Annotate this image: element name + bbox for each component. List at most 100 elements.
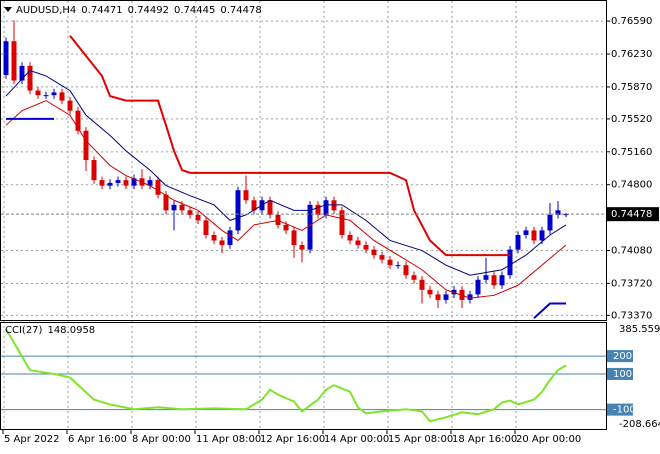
- last-price-label: 0.74478: [611, 209, 652, 220]
- y-tick-label: -100: [613, 405, 636, 416]
- candle-body: [67, 100, 73, 111]
- candle-body: [219, 240, 225, 246]
- candle-body: [531, 230, 537, 241]
- candle-body: [427, 289, 433, 295]
- x-tick-label: 11 Apr 08:00: [196, 434, 261, 445]
- indicator-name: CCI(27): [5, 325, 43, 336]
- labels: 0.76590 0.76230 0.75870 0.75520 0.75160 0.748…: [2, 5, 660, 445]
- candle-body: [539, 230, 545, 241]
- candle-body: [235, 190, 241, 231]
- y-tick-label: 0.76230: [611, 49, 652, 60]
- main-frame: [0, 0, 607, 321]
- candle-body: [107, 182, 113, 186]
- header-field: AUDUSD,H4: [16, 5, 76, 16]
- candle-body: [3, 41, 9, 76]
- candle-body: [171, 204, 177, 211]
- header-field: 0.74471: [81, 5, 122, 16]
- y-tick-label: 0.74800: [611, 180, 652, 191]
- candle-body: [179, 204, 185, 211]
- candle-body: [131, 178, 137, 186]
- candle-body: [443, 294, 449, 300]
- candle-body: [547, 214, 553, 231]
- y-tick-label: 0.76590: [611, 16, 652, 27]
- candle-body: [203, 220, 209, 235]
- candle-body: [347, 234, 353, 241]
- candle-body: [123, 180, 129, 186]
- candle-body: [99, 180, 105, 186]
- candle-body: [299, 245, 305, 250]
- candle-body: [11, 41, 17, 81]
- y-tick-label: 0.75870: [611, 82, 652, 93]
- candle-body: [35, 90, 41, 96]
- candle-body: [419, 279, 425, 290]
- candle-body: [147, 180, 153, 186]
- cci-frame: [0, 322, 607, 430]
- y-tick-label: 0.75520: [611, 114, 652, 125]
- indicator-line: [6, 117, 566, 319]
- level-tag: [607, 367, 633, 380]
- candle-body: [163, 194, 169, 211]
- candle-body: [355, 240, 361, 246]
- last-price-tag: [607, 207, 659, 222]
- header-field: 0.74478: [220, 5, 261, 16]
- candle-body: [83, 130, 89, 161]
- y-tick-label: 0.73720: [611, 278, 652, 289]
- candle-body: [467, 294, 473, 300]
- level-tag: [607, 403, 633, 416]
- candle-body: [267, 200, 273, 215]
- y-tick-label: 200: [613, 351, 632, 362]
- chart-header: AUDUSD,H4 0.74471 0.74492 0.74445 0.74478: [16, 5, 262, 16]
- candle-body: [499, 275, 505, 286]
- candle-body: [515, 234, 521, 250]
- indicator-line: [69, 35, 510, 257]
- candle-body: [371, 249, 377, 256]
- candle-body: [379, 255, 385, 260]
- candle-body: [43, 95, 49, 97]
- candle-body: [211, 234, 217, 241]
- candle-body: [227, 230, 233, 246]
- candle-body: [523, 230, 529, 235]
- header-field: 0.74492: [128, 5, 169, 16]
- x-tick-label: 6 Apr 16:00: [68, 434, 127, 445]
- candle-body: [75, 110, 81, 131]
- x-tick-label: 14 Apr 00:00: [324, 434, 389, 445]
- candle-body: [155, 180, 161, 195]
- indicator-header: CCI(27) 148.0958: [5, 325, 95, 336]
- candle-body: [291, 230, 297, 246]
- indicator-value: 148.0958: [47, 325, 95, 336]
- x-tick-label: 18 Apr 16:00: [452, 434, 517, 445]
- candle-body: [339, 210, 345, 235]
- y-tick-label: 0.75160: [611, 147, 652, 158]
- candle-body: [475, 279, 481, 295]
- indicator-line: [5, 69, 567, 276]
- candle-body: [283, 224, 289, 231]
- candle-body: [243, 190, 249, 201]
- marks: [1, 20, 606, 423]
- candle-body: [507, 249, 513, 276]
- candle-body: [307, 204, 313, 250]
- y-limit-label: -208.6649: [619, 419, 660, 430]
- x-tick-label: 15 Apr 08:00: [388, 434, 453, 445]
- candle-body: [363, 245, 369, 250]
- candle-body: [115, 180, 121, 183]
- x-tick-label: 20 Apr 00:00: [516, 434, 581, 445]
- x-tick-label: 12 Apr 16:00: [260, 434, 325, 445]
- candle-body: [195, 214, 201, 221]
- level-tag: [607, 350, 633, 363]
- candle-body: [403, 265, 409, 276]
- indicator-line: [5, 100, 567, 299]
- header-arrow: [4, 7, 12, 12]
- candle-body: [91, 160, 97, 181]
- candle-body: [27, 65, 33, 91]
- x-tick-label: 8 Apr 00:00: [132, 434, 191, 445]
- candle-body: [315, 204, 321, 215]
- candle-body: [19, 65, 25, 81]
- candle-body: [491, 275, 497, 286]
- candle-body: [411, 275, 417, 280]
- candle-body: [59, 92, 65, 101]
- candle-body: [555, 210, 561, 215]
- header-field: 0.74445: [174, 5, 215, 16]
- y-tick-label: 0.74080: [611, 246, 652, 257]
